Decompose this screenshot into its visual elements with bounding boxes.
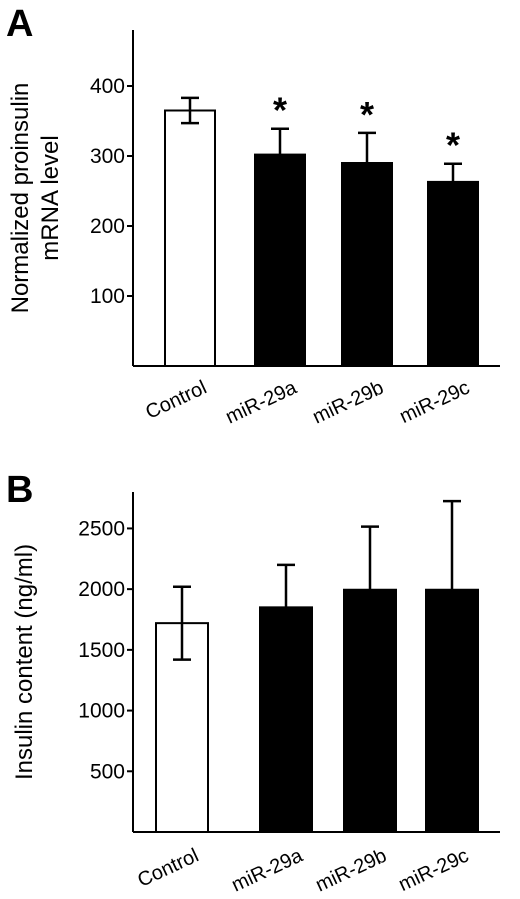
bar-mir-29a (254, 153, 306, 367)
significance-marker: * (360, 94, 374, 135)
error-bar-upper (173, 585, 191, 624)
error-bar-upper (271, 127, 289, 155)
y-tick-label: 500 (90, 760, 125, 783)
bar-control (164, 109, 216, 367)
x-category-label: miR-29c (396, 377, 473, 428)
y-tick-label: 2500 (78, 517, 125, 540)
y-tick-label: 400 (90, 75, 125, 98)
bar-mir-29b (341, 162, 393, 367)
bar-mir-29c (427, 180, 479, 367)
x-category-label: Control (134, 845, 202, 892)
error-bar-lower (173, 623, 191, 661)
y-tick-label: 1500 (78, 639, 125, 662)
bar-mir-29b (343, 588, 397, 833)
y-tick-label: 300 (90, 145, 125, 168)
significance-marker: * (273, 90, 287, 131)
y-tick-label: 1000 (78, 700, 125, 723)
bar-mir-29a (259, 606, 313, 833)
error-bar-upper (277, 563, 295, 608)
x-category-label: miR-29c (395, 845, 472, 896)
error-bar-upper (181, 96, 199, 111)
y-axis-label: mRNA level (37, 135, 64, 260)
y-tick-label: 100 (90, 285, 125, 308)
error-bar-upper (443, 499, 461, 590)
significance-marker: * (446, 125, 460, 166)
error-bar-upper (358, 131, 376, 163)
panel-label-A: A (6, 3, 33, 45)
y-tick-label: 2000 (78, 578, 125, 601)
bar-mir-29c (425, 588, 479, 833)
error-bar-upper (444, 162, 462, 182)
x-category-label: miR-29a (222, 376, 301, 428)
x-category-label: miR-29b (309, 377, 387, 429)
y-axis-label: Normalized proinsulin (7, 83, 34, 314)
x-category-label: miR-29b (312, 845, 390, 897)
y-tick-label: 200 (90, 215, 125, 238)
error-bar-upper (361, 525, 379, 590)
y-axis-label: Insulin content (ng/ml) (11, 544, 38, 780)
x-category-label: miR-29a (228, 844, 307, 896)
error-bar-lower (181, 110, 199, 125)
x-category-label: Control (142, 377, 210, 424)
panel-label-B: B (6, 469, 33, 511)
